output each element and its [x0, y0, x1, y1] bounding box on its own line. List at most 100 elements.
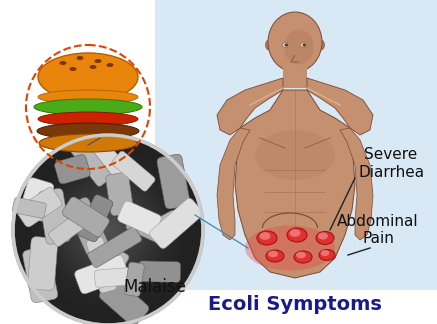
Circle shape [62, 184, 154, 276]
Circle shape [89, 211, 127, 249]
Circle shape [56, 178, 160, 282]
Polygon shape [307, 78, 373, 135]
Circle shape [107, 229, 109, 231]
FancyBboxPatch shape [149, 198, 203, 249]
Ellipse shape [289, 229, 301, 237]
Ellipse shape [255, 130, 335, 180]
FancyBboxPatch shape [126, 212, 167, 244]
FancyBboxPatch shape [283, 68, 307, 88]
Circle shape [50, 172, 166, 288]
Ellipse shape [38, 112, 138, 126]
Circle shape [65, 187, 151, 273]
FancyBboxPatch shape [23, 247, 58, 303]
Polygon shape [217, 128, 250, 240]
Circle shape [29, 151, 187, 309]
Ellipse shape [294, 251, 312, 263]
Ellipse shape [268, 251, 278, 257]
Ellipse shape [287, 228, 307, 242]
Ellipse shape [257, 231, 277, 245]
FancyBboxPatch shape [28, 237, 58, 290]
Ellipse shape [59, 61, 66, 65]
FancyBboxPatch shape [55, 155, 90, 184]
FancyBboxPatch shape [138, 261, 180, 283]
FancyBboxPatch shape [75, 255, 128, 294]
Circle shape [101, 223, 115, 237]
Circle shape [41, 163, 175, 297]
Circle shape [20, 142, 196, 318]
FancyBboxPatch shape [94, 268, 132, 287]
Circle shape [53, 175, 163, 285]
Text: Malaise: Malaise [124, 278, 187, 296]
FancyBboxPatch shape [88, 227, 142, 268]
FancyBboxPatch shape [118, 201, 161, 236]
Ellipse shape [38, 90, 138, 104]
FancyBboxPatch shape [112, 151, 155, 191]
Circle shape [26, 148, 190, 312]
Ellipse shape [316, 232, 334, 245]
Circle shape [47, 169, 169, 291]
Ellipse shape [107, 63, 114, 67]
FancyBboxPatch shape [66, 135, 111, 186]
FancyBboxPatch shape [125, 262, 144, 296]
Circle shape [71, 193, 145, 267]
Circle shape [44, 166, 172, 294]
Ellipse shape [90, 65, 97, 69]
Ellipse shape [76, 56, 83, 60]
Circle shape [95, 217, 121, 243]
Circle shape [17, 139, 199, 321]
Ellipse shape [321, 250, 329, 256]
Ellipse shape [69, 67, 76, 71]
Ellipse shape [266, 250, 284, 262]
Polygon shape [235, 90, 355, 278]
Ellipse shape [318, 40, 325, 50]
FancyBboxPatch shape [146, 211, 182, 241]
Circle shape [86, 208, 130, 252]
Ellipse shape [268, 12, 322, 72]
Circle shape [98, 220, 118, 240]
Polygon shape [340, 128, 373, 240]
Ellipse shape [266, 40, 273, 50]
Circle shape [14, 136, 202, 324]
Ellipse shape [94, 59, 101, 63]
Ellipse shape [301, 42, 308, 48]
FancyBboxPatch shape [87, 237, 117, 293]
Ellipse shape [39, 134, 137, 152]
FancyBboxPatch shape [66, 197, 109, 255]
Circle shape [83, 205, 133, 255]
FancyBboxPatch shape [94, 249, 129, 292]
FancyBboxPatch shape [19, 178, 54, 221]
Ellipse shape [302, 43, 306, 47]
Text: Abdominal
Pain: Abdominal Pain [337, 214, 419, 246]
Text: Severe
Diarrhea: Severe Diarrhea [358, 147, 424, 180]
Ellipse shape [245, 226, 335, 271]
Ellipse shape [260, 232, 271, 240]
FancyBboxPatch shape [157, 154, 190, 209]
Polygon shape [217, 78, 283, 135]
Circle shape [32, 154, 184, 306]
Ellipse shape [284, 43, 288, 47]
Ellipse shape [34, 99, 142, 115]
Ellipse shape [296, 252, 306, 258]
Circle shape [77, 199, 139, 261]
Ellipse shape [37, 123, 139, 139]
FancyBboxPatch shape [49, 206, 96, 246]
FancyBboxPatch shape [17, 187, 62, 227]
FancyBboxPatch shape [78, 195, 113, 242]
Circle shape [68, 190, 148, 270]
Circle shape [13, 135, 203, 324]
FancyBboxPatch shape [106, 173, 133, 216]
Ellipse shape [284, 29, 314, 64]
Circle shape [38, 160, 178, 300]
Circle shape [35, 157, 181, 303]
Ellipse shape [38, 53, 138, 101]
FancyBboxPatch shape [38, 189, 70, 244]
Circle shape [92, 214, 124, 246]
FancyBboxPatch shape [99, 278, 149, 324]
FancyBboxPatch shape [155, 0, 437, 290]
Circle shape [74, 196, 142, 264]
Circle shape [59, 181, 157, 279]
Circle shape [104, 226, 112, 234]
Ellipse shape [282, 42, 289, 48]
Circle shape [23, 145, 193, 315]
Ellipse shape [318, 232, 328, 239]
